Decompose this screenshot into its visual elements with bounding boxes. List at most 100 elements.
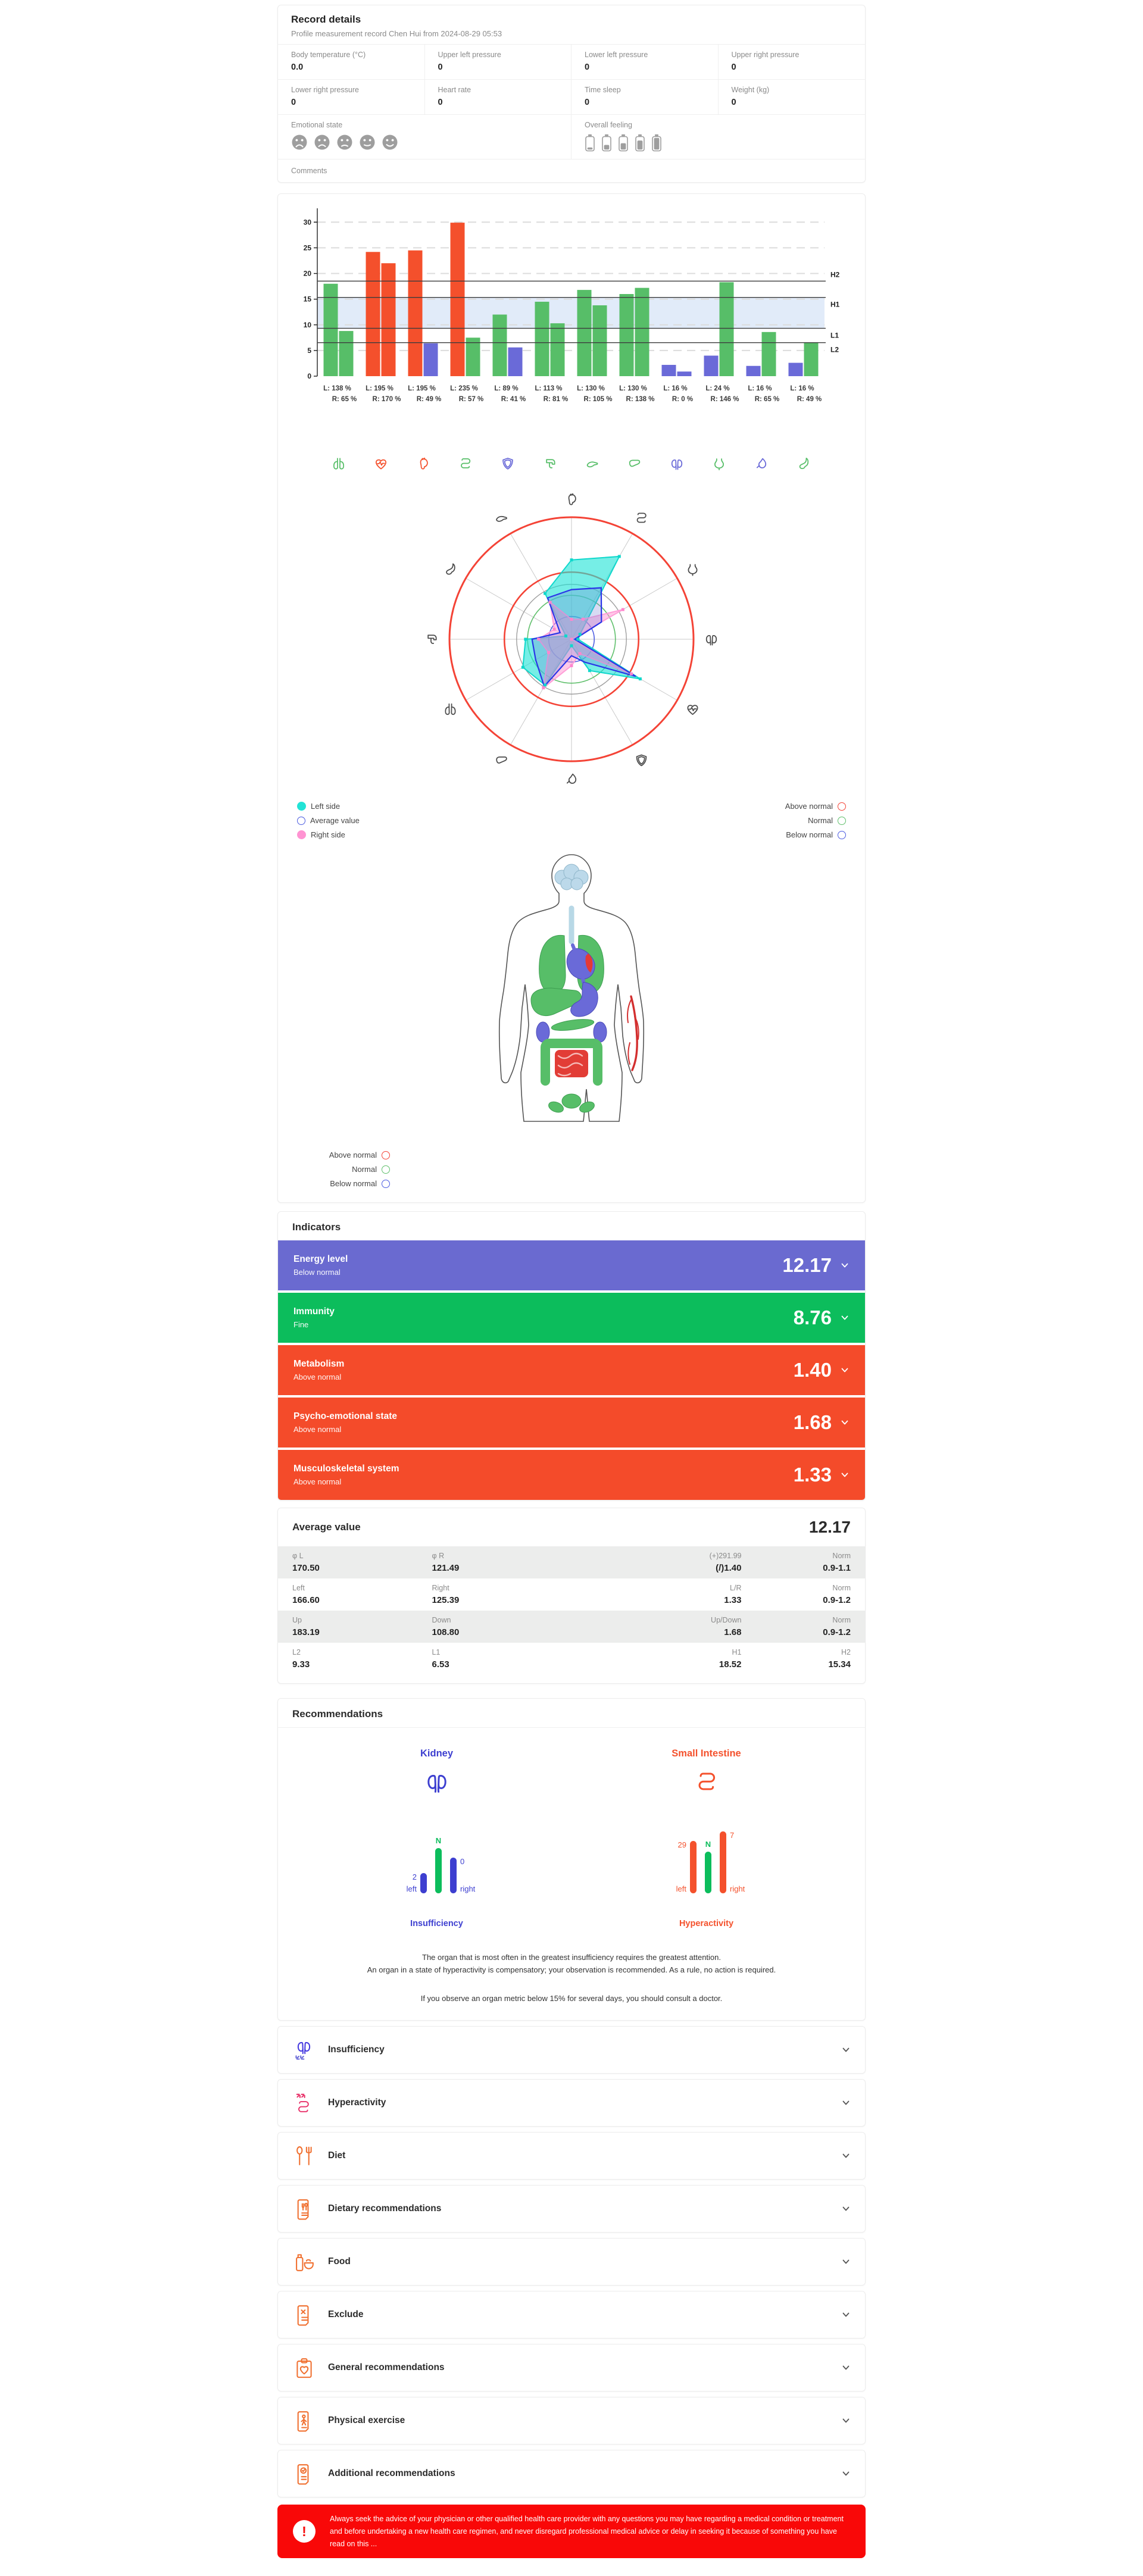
legend-swatch <box>838 816 846 825</box>
svg-text:L: 195 %: L: 195 % <box>408 385 436 392</box>
chevron-down-icon[interactable] <box>841 2310 851 2319</box>
average-cell-value: 6.53 <box>432 1659 449 1670</box>
svg-text:0: 0 <box>460 1857 464 1866</box>
organ-bar-chart: 0 5 10 15 20 25 30 H2 H1 L1 L2 L: 138 % R: 65 % L: 19… <box>289 202 854 475</box>
indicator-row[interactable]: Psycho-emotional state Above normal 1.68 <box>278 1398 865 1448</box>
chevron-down-icon[interactable] <box>841 2204 851 2214</box>
average-table-row: L2 9.33 L1 6.53 H1 18.52 H2 15.34 <box>278 1643 865 1675</box>
average-cell-label: Left <box>292 1584 305 1592</box>
svg-text:R: 57 %: R: 57 % <box>459 396 484 403</box>
acc-exercise-icon <box>297 2411 309 2432</box>
measurement-field: Weight (kg) 0 <box>718 80 865 115</box>
emotion-face-icon <box>360 135 375 150</box>
svg-text:L: 89 %: L: 89 % <box>494 385 518 392</box>
svg-text:10: 10 <box>304 321 312 329</box>
recommendations-note-1: The organ that is most often in the grea… <box>422 1953 721 1962</box>
measurement-field: Lower left pressure 0 <box>572 45 719 80</box>
svg-text:R: 146 %: R: 146 % <box>711 396 739 403</box>
svg-text:N: N <box>435 1836 441 1845</box>
svg-text:R: 65 %: R: 65 % <box>332 396 357 403</box>
indicator-row[interactable]: Metabolism Above normal 1.40 <box>278 1345 865 1395</box>
legend-label: Average value <box>310 816 360 825</box>
acc-additional-icon <box>297 2464 309 2485</box>
measurement-label: Heart rate <box>438 86 471 94</box>
chevron-down-icon[interactable] <box>840 1470 850 1480</box>
pancreas-icon <box>496 515 507 522</box>
measurement-field: Upper right pressure 0 <box>718 45 865 80</box>
legend-item: Normal <box>295 1165 390 1174</box>
average-cell-value: 9.33 <box>292 1659 310 1670</box>
acc-exclude-icon <box>297 2305 309 2326</box>
svg-text:5: 5 <box>307 346 311 355</box>
exclamation-icon: ! <box>293 2520 316 2543</box>
chevron-down-icon[interactable] <box>841 2151 851 2161</box>
accordion-item[interactable]: Food <box>277 2238 866 2286</box>
charts-card: 0 5 10 15 20 25 30 H2 H1 L1 L2 L: 138 % R: 65 % L: 19… <box>277 193 866 1203</box>
average-cell-value: 0.9-1.2 <box>823 1595 851 1605</box>
accordion-item[interactable]: Additional recommendations <box>277 2450 866 2498</box>
average-cell-value: 0.9-1.2 <box>823 1627 851 1637</box>
chevron-down-icon[interactable] <box>840 1313 850 1323</box>
organ-state-caption: Insufficiency <box>410 1919 463 1928</box>
accordion-item[interactable]: Exclude <box>277 2291 866 2339</box>
acc-insufficiency-icon <box>295 2042 311 2060</box>
intestine-icon <box>698 1772 715 1790</box>
chevron-down-icon[interactable] <box>840 1365 850 1375</box>
comments-field[interactable]: Comments <box>278 160 865 182</box>
organ-mini-chart: 29 N 7 left right <box>617 1799 796 1915</box>
accordion-item[interactable]: Dietary recommendations <box>277 2185 866 2233</box>
legend-item: Above normal <box>785 802 846 811</box>
chevron-down-icon[interactable] <box>841 2363 851 2372</box>
legend-swatch <box>838 802 846 811</box>
average-cell-value: (/)1.40 <box>716 1563 742 1573</box>
intestine-icon <box>460 458 470 468</box>
indicator-value: 12.17 <box>782 1254 832 1276</box>
indicator-label: Musculoskeletal system <box>293 1464 399 1474</box>
disclaimer-banner: ! Always seek the advice of your physici… <box>277 2505 866 2559</box>
organ-name: Small Intestine <box>672 1748 741 1759</box>
legend-item: Normal <box>785 816 846 825</box>
chevron-down-icon[interactable] <box>841 2469 851 2478</box>
average-cell-label: φ R <box>432 1552 445 1560</box>
legend-label: Left side <box>311 802 341 811</box>
measurement-value: 0 <box>585 62 590 72</box>
acc-hyperactivity-icon <box>296 2094 309 2113</box>
stomach-icon <box>446 563 455 575</box>
chevron-down-icon[interactable] <box>841 2257 851 2266</box>
emotional-state-cell: Emotional state <box>278 115 572 160</box>
chevron-down-icon[interactable] <box>840 1418 850 1427</box>
indicator-row[interactable]: Musculoskeletal system Above normal 1.33 <box>278 1450 865 1500</box>
svg-text:R: 49 %: R: 49 % <box>417 396 442 403</box>
indicator-info: Metabolism Above normal <box>293 1359 344 1381</box>
average-cell-label: Norm <box>832 1584 851 1592</box>
measurement-label: Weight (kg) <box>731 86 770 94</box>
accordion-item[interactable]: Diet <box>277 2132 866 2180</box>
average-cell-value: 183.19 <box>292 1627 320 1637</box>
emotion-face-icon <box>337 135 352 150</box>
recommendations-title: Recommendations <box>278 1699 865 1728</box>
accordion-item[interactable]: General recommendations <box>277 2344 866 2392</box>
gallbladder-icon <box>566 773 577 784</box>
measurement-field: Heart rate 0 <box>424 80 572 115</box>
shield-icon <box>502 458 513 470</box>
chevron-down-icon[interactable] <box>841 2416 851 2425</box>
measurement-field: Body temperature (°C) 0.0 <box>278 45 425 80</box>
indicator-row[interactable]: Immunity Fine 8.76 <box>278 1293 865 1343</box>
organ-radar-chart <box>289 484 854 797</box>
chevron-down-icon[interactable] <box>841 2045 851 2055</box>
emotion-face-icon <box>382 135 398 150</box>
measurement-value: 0 <box>438 98 443 107</box>
accordion-list: Insufficiency Hyperactivity Diet Dietary… <box>277 2026 866 2498</box>
indicator-value: 8.76 <box>793 1306 832 1328</box>
svg-text:L: 16 %: L: 16 % <box>663 385 687 392</box>
overall-feeling-cell: Overall feeling <box>572 115 865 160</box>
chevron-down-icon[interactable] <box>840 1261 850 1270</box>
accordion-item-label: Physical exercise <box>328 2415 405 2426</box>
accordion-item[interactable]: Physical exercise <box>277 2397 866 2445</box>
chevron-down-icon[interactable] <box>841 2098 851 2108</box>
accordion-item[interactable]: Hyperactivity <box>277 2079 866 2127</box>
intestine-icon <box>636 512 647 523</box>
indicator-row[interactable]: Energy level Below normal 12.17 <box>278 1240 865 1290</box>
indicator-status: Below normal <box>293 1268 341 1277</box>
accordion-item[interactable]: Insufficiency <box>277 2026 866 2074</box>
